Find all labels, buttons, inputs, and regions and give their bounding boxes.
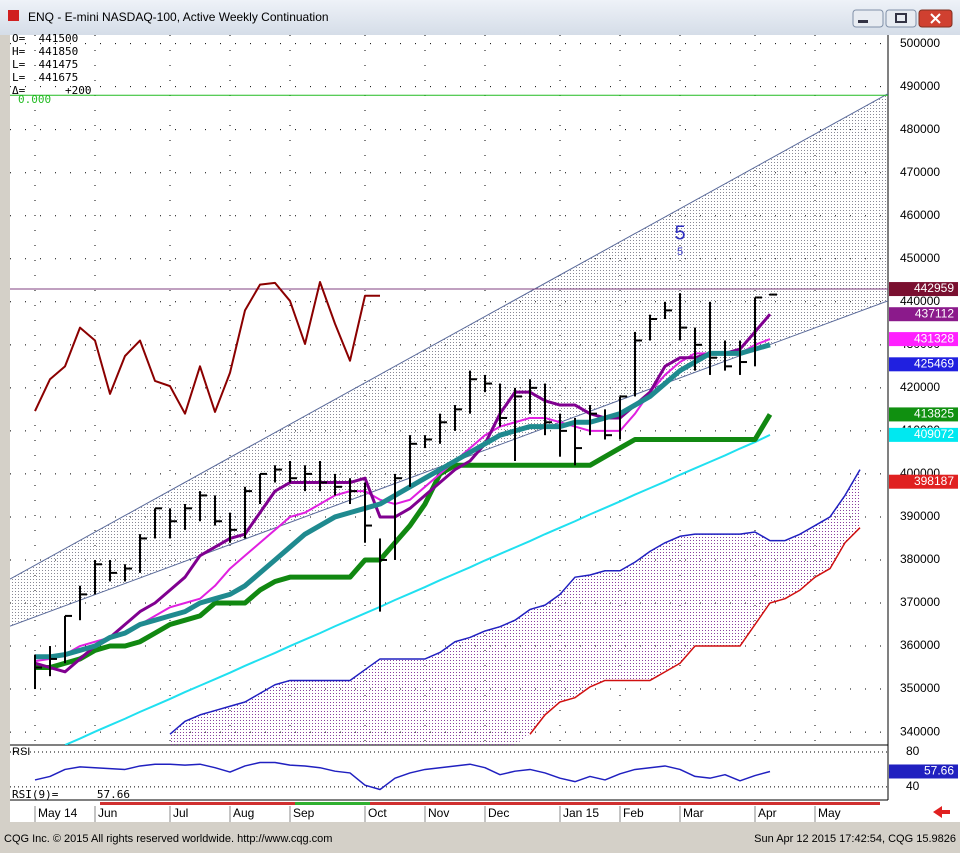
close-icon [930,13,941,24]
y-tick-label: 80 [906,744,920,758]
info-line: L= 441475 [12,58,78,71]
price-label: 398187 [914,474,954,488]
annotation: 5 [677,246,683,258]
y-tick-label: 390000 [900,509,940,523]
price-label-box [889,307,958,322]
x-tick-label: Mar [683,806,704,820]
status-bar [0,828,960,848]
x-tick-label: Oct [368,806,387,820]
y-tick-label: 370000 [900,595,940,609]
price-label: 413825 [914,407,954,421]
price-label: 409072 [914,427,954,441]
price-label: 431328 [914,331,954,345]
x-tick-label: Apr [758,806,777,820]
y-tick-label: 350000 [900,681,940,695]
footer-right: Sun Apr 12 2015 17:42:54, CQG 15.9826 [754,833,956,845]
scroll-arrow[interactable] [933,806,950,818]
panel-title: RSI [12,746,30,758]
y-tick-label: 450000 [900,251,940,265]
y-tick-label: 340000 [900,724,940,738]
minimize-icon [858,20,868,23]
y-tick-label: 420000 [900,380,940,394]
price-label-box [889,357,958,372]
x-tick-label: May 14 [38,806,78,820]
channel-fill [10,93,888,627]
x-tick-label: Dec [488,806,509,820]
price-plot [10,35,888,745]
info-line: L= 441675 [12,71,78,84]
rsi-plot [10,751,888,791]
value-label: 57.66 [924,764,954,778]
price-label-box [889,407,958,422]
window-title: ENQ - E-mini NASDAQ-100, Active Weekly C… [28,10,329,24]
trend-line [10,93,888,580]
title-bar [0,0,960,35]
minimize-button[interactable] [852,9,884,28]
price-label-box [889,332,958,347]
value-box [889,764,958,779]
y-tick-label: 500000 [900,36,940,50]
session-strip [370,802,880,805]
x-tick-label: Feb [623,806,644,820]
maximize-icon [895,13,907,23]
x-tick-label: May [818,806,841,820]
legend-label: RSI(9)= [12,788,59,801]
y-tick-label: 440000 [900,294,940,308]
app-icon [8,10,19,21]
price-label-box [889,427,958,442]
y-tick-label: 470000 [900,165,940,179]
y-tick-label: 40 [906,779,920,793]
x-tick-label: Sep [293,806,315,820]
rsi-line [34,761,771,791]
y-tick-label: 380000 [900,552,940,566]
labels: 3400003500003600003700003800003900004000… [12,32,958,822]
x-tick-label: Nov [428,806,449,820]
x-tick-label: Aug [233,806,254,820]
indicator-line [34,313,772,674]
y-tick-label: 490000 [900,79,940,93]
y-tick-label: 460000 [900,208,940,222]
session-strip [295,802,370,805]
x-tick-label: Jul [173,806,188,820]
indicator-line [64,433,771,745]
cloud-upper [169,469,861,735]
session-strip [100,802,295,805]
indicator-line [35,413,773,671]
price-label: 425469 [914,356,954,370]
price-label: 437112 [915,306,954,320]
y-tick-label: 360000 [900,638,940,652]
annotation: 5 [674,222,685,244]
footer-left: CQG Inc. © 2015 All rights reserved worl… [4,833,332,845]
cloud-fill [170,469,860,745]
legend-value: 57.66 [97,788,130,801]
x-tick-label: Jan 15 [563,806,599,820]
indicator-line [35,342,771,660]
price-label-box [889,282,958,297]
price-label-box [889,474,958,489]
y-tick-label: 480000 [900,122,940,136]
x-tick-label: Jun [98,806,117,820]
price-label: 442959 [914,281,954,295]
maximize-button[interactable] [885,9,917,28]
cloud-lower [529,527,861,735]
indicator-line [34,280,380,415]
info-line: 0.000 [18,93,51,106]
info-line: Δ= +200 [12,84,91,97]
info-line: O= 441500 [12,32,78,45]
info-line: H= 441850 [12,45,78,58]
